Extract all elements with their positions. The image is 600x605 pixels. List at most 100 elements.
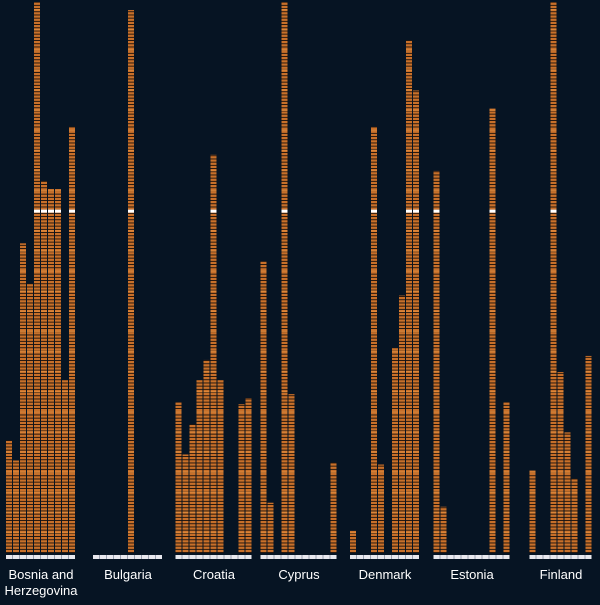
- bar-band: [378, 531, 384, 534]
- bar-3-6: [210, 154, 217, 553]
- bar-band: [433, 350, 440, 353]
- bar-band: [55, 531, 61, 534]
- baseline-tick: [301, 555, 303, 559]
- bar-band: [34, 411, 40, 413]
- bar-band: [41, 330, 47, 333]
- baseline-tick: [363, 555, 364, 559]
- bar-band: [330, 491, 337, 494]
- bar-band: [406, 511, 412, 514]
- baseline-tick: [502, 555, 504, 559]
- bar-band: [281, 511, 288, 514]
- bar-3-11: [245, 398, 252, 553]
- baseline-tick: [148, 555, 149, 559]
- baseline-tick: [495, 555, 497, 559]
- baseline-tick: [584, 555, 586, 559]
- bar-band: [20, 390, 26, 393]
- bar-band: [210, 531, 217, 534]
- bar-band: [203, 511, 210, 514]
- bar-band: [20, 411, 26, 413]
- bar-band: [399, 390, 405, 393]
- bar-7-9: [585, 355, 592, 553]
- bar-band: [245, 451, 252, 453]
- bar-6-1: [433, 170, 440, 553]
- bar-band: [371, 411, 377, 413]
- bar-3-5: [203, 359, 210, 553]
- bar-5-4: [371, 126, 377, 554]
- bar-band: [175, 511, 182, 514]
- bar-band: [406, 411, 412, 413]
- bar-band: [203, 370, 210, 373]
- bar-3-3: [189, 424, 196, 553]
- bar-band: [413, 491, 419, 494]
- bar-band: [34, 370, 40, 373]
- bar-band: [433, 310, 440, 313]
- bar-band: [62, 411, 68, 413]
- bar-band: [281, 330, 288, 333]
- baseline-tick: [453, 555, 455, 559]
- bar-band: [489, 290, 496, 292]
- bar-band: [260, 350, 267, 353]
- bar-band: [406, 531, 412, 534]
- baseline-tick: [181, 555, 183, 559]
- group-label-6: Estonia: [450, 567, 494, 582]
- bar-band: [564, 471, 571, 473]
- bar-band: [62, 471, 68, 473]
- bar-band: [406, 471, 412, 473]
- bar-band: [281, 491, 288, 494]
- bar-band: [20, 290, 26, 292]
- bar-1-4: [27, 283, 33, 553]
- bar-band: [34, 310, 40, 313]
- bar-band: [433, 411, 440, 413]
- bar-band: [27, 471, 33, 473]
- bar-band: [62, 531, 68, 534]
- bar-band: [281, 390, 288, 393]
- bar-band: [48, 431, 54, 433]
- bar-band: [55, 451, 61, 453]
- bar-band: [196, 431, 203, 433]
- bar-band: [175, 491, 182, 494]
- bar-band: [550, 431, 557, 433]
- baseline-tick: [474, 555, 476, 559]
- bar-band: [69, 149, 75, 152]
- bar-band: [413, 370, 419, 373]
- bar-band: [281, 149, 288, 152]
- bar-band: [413, 129, 419, 132]
- bar-band: [175, 431, 182, 433]
- bar-band: [20, 310, 26, 313]
- bar-band: [217, 451, 224, 453]
- bar-4-1: [260, 261, 267, 553]
- baseline-tick: [577, 555, 579, 559]
- bar-band: [281, 310, 288, 313]
- bar-band: [399, 370, 405, 373]
- bar-band: [392, 471, 398, 473]
- bar-band: [41, 451, 47, 453]
- bar-band: [55, 370, 61, 373]
- markers-layer: [34, 209, 557, 213]
- bar-band: [128, 350, 134, 353]
- bar-band: [128, 169, 134, 172]
- group-label-5: Denmark: [359, 567, 412, 582]
- bar-band: [564, 491, 571, 494]
- bar-band: [189, 531, 196, 534]
- bar-band: [281, 451, 288, 453]
- bar-band: [203, 491, 210, 494]
- baseline-tick: [384, 555, 385, 559]
- baseline-tick: [61, 555, 62, 559]
- bar-band: [128, 49, 134, 51]
- bar-band: [196, 531, 203, 534]
- baseline-tick: [405, 555, 406, 559]
- baseline-tick: [134, 555, 135, 559]
- bar-band: [175, 411, 182, 413]
- bar-band: [413, 330, 419, 333]
- baseline-tick: [488, 555, 490, 559]
- bar-band: [371, 189, 377, 192]
- bar-band: [585, 471, 592, 473]
- baselines-layer: [6, 555, 592, 559]
- bar-band: [182, 531, 189, 534]
- baseline-tick: [287, 555, 289, 559]
- bar-band: [27, 370, 33, 373]
- threshold-marker: [34, 209, 40, 213]
- bar-band: [413, 350, 419, 353]
- bar-band: [48, 531, 54, 534]
- bar-band: [371, 350, 377, 353]
